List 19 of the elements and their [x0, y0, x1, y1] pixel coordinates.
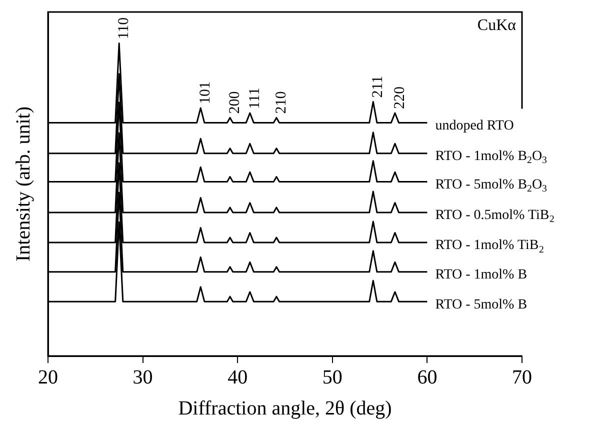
annotation: 211 [370, 76, 386, 98]
annotation: 210 [273, 91, 290, 114]
series-label: RTO - 5mol% B [435, 297, 528, 312]
x-tick-label: 60 [417, 366, 438, 388]
annotation: 220 [392, 86, 408, 110]
annotation: 111 [246, 88, 263, 110]
series-label: RTO - 1mol% B [435, 268, 528, 283]
x-tick-label: 70 [512, 366, 532, 388]
y-axis-title: Intensity (arb. unit) [12, 106, 34, 262]
x-tick-label: 50 [322, 366, 342, 388]
x-axis-title: Diffraction angle, 2θ (deg) [178, 397, 392, 420]
x-tick-label: 30 [132, 366, 153, 388]
text: CuKα [477, 17, 517, 34]
x-tick-label: 40 [228, 366, 248, 388]
x-tick-label: 20 [38, 366, 58, 388]
annotation: 200 [226, 91, 243, 114]
annotation: 110 [116, 17, 132, 40]
series-label: undoped RTO [435, 118, 514, 134]
annotation: 101 [198, 82, 214, 104]
